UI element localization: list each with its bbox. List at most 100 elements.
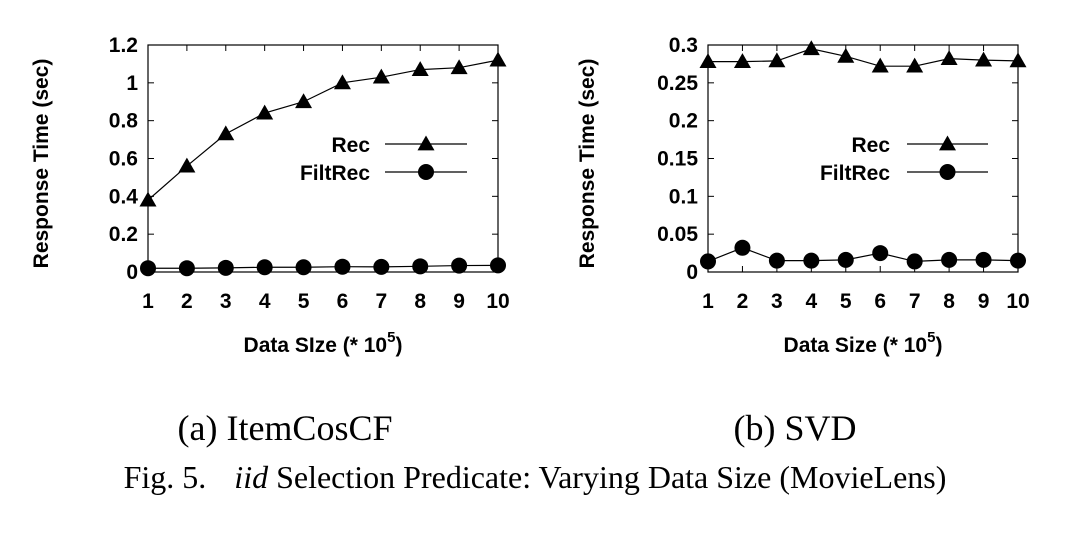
y-tick-label: 0 — [126, 261, 138, 284]
x-axis-label: Data Size (* 105) — [784, 329, 943, 357]
y-axis-label: Response Time (sec) — [30, 59, 53, 269]
data-point-rec — [768, 52, 786, 68]
x-tick-label: 7 — [375, 290, 387, 313]
y-tick-label: 0.6 — [109, 148, 138, 171]
data-point-rec — [139, 191, 157, 207]
data-point-filtrec — [906, 253, 923, 270]
data-point-filtrec — [178, 260, 195, 277]
x-axis-label-close: ) — [935, 334, 942, 357]
data-point-filtrec — [256, 259, 273, 276]
legend-marker-filtrec — [418, 164, 434, 180]
y-tick-label: 0 — [686, 261, 698, 284]
data-point-filtrec — [295, 259, 312, 276]
y-tick-label: 0.25 — [657, 72, 698, 95]
data-point-rec — [372, 68, 390, 84]
data-point-filtrec — [700, 253, 716, 270]
data-point-rec — [837, 47, 855, 63]
data-point-rec — [333, 74, 351, 90]
data-point-rec — [450, 59, 468, 75]
data-point-rec — [217, 125, 235, 141]
x-tick-label: 8 — [414, 290, 426, 313]
x-tick-label: 3 — [220, 290, 232, 313]
legend-label-filtrec: FiltRec — [300, 162, 370, 185]
data-point-rec — [489, 51, 507, 67]
series-line-filtrec — [148, 264, 499, 269]
legend-label-filtrec: FiltRec — [820, 162, 890, 185]
x-tick-label: 10 — [1006, 290, 1029, 313]
data-point-filtrec — [451, 257, 468, 274]
y-tick-label: 0.2 — [109, 223, 138, 246]
data-point-rec — [975, 51, 993, 67]
data-point-rec — [1009, 52, 1027, 68]
chart-item-cos-cf: 0 0.2 0.4 0.6 0.8 1 1.2 1 2 3 4 5 6 7 8 9 10 Data SIze (*… — [30, 34, 510, 357]
data-point-filtrec — [140, 260, 156, 277]
legend-marker-rec — [939, 135, 956, 151]
series-line-rec — [147, 59, 499, 201]
series-line-rec — [708, 48, 1019, 67]
x-tick-label: 1 — [702, 290, 714, 313]
x-tick-label: 3 — [771, 290, 783, 313]
data-point-filtrec — [412, 258, 429, 275]
data-point-filtrec — [334, 258, 351, 275]
y-tick-label: 0.3 — [669, 34, 698, 57]
y-tick-label: 1 — [126, 72, 138, 95]
x-tick-label: 6 — [874, 290, 886, 313]
data-point-rec — [733, 53, 751, 69]
x-tick-label: 9 — [453, 290, 465, 313]
x-tick-label: 6 — [337, 290, 349, 313]
data-point-filtrec — [373, 258, 390, 275]
legend-marker-filtrec — [939, 164, 956, 180]
y-axis-label: Response Time (sec) — [576, 59, 599, 269]
plot-frame — [147, 44, 499, 273]
subcaption-b: (b) SVD — [734, 408, 857, 448]
data-point-rec — [295, 93, 313, 109]
x-tick-label: 2 — [181, 290, 193, 313]
figure-caption-prefix: Fig. 5. — [124, 459, 207, 495]
data-point-rec — [940, 50, 958, 65]
figure-caption-italic: iid — [234, 459, 269, 495]
x-tick-label: 7 — [909, 290, 921, 313]
x-tick-label: 9 — [978, 290, 990, 313]
data-point-filtrec — [768, 252, 785, 269]
x-axis-label-exponent: 5 — [927, 329, 935, 346]
x-tick-label: 5 — [298, 290, 310, 313]
data-point-rec — [699, 53, 717, 69]
x-axis-label-text: Data Size (* 10 — [784, 334, 928, 357]
data-point-rec — [871, 57, 889, 73]
legend-label-rec: Rec — [331, 134, 370, 157]
x-tick-label: 8 — [943, 290, 955, 313]
data-point-filtrec — [941, 251, 958, 268]
data-point-filtrec — [975, 251, 992, 268]
data-point-rec — [178, 157, 196, 173]
legend-label-rec: Rec — [851, 134, 890, 157]
data-point-filtrec — [217, 259, 234, 276]
figure-caption-rest: Selection Predicate: Varying Data Size (… — [268, 459, 946, 495]
x-tick-label: 2 — [737, 290, 749, 313]
x-axis-label-text: Data SIze (* 10 — [244, 334, 388, 357]
data-point-rec — [256, 104, 274, 120]
y-tick-label: 0.2 — [669, 110, 698, 133]
plot-frame — [707, 44, 1019, 273]
x-tick-label: 5 — [840, 290, 852, 313]
y-tick-label: 0.1 — [669, 185, 699, 208]
y-tick-label: 0.8 — [109, 110, 139, 133]
x-tick-label: 1 — [142, 290, 154, 313]
x-axis-label-exponent: 5 — [387, 329, 395, 346]
data-point-rec — [802, 40, 820, 56]
figure-caption: Fig. 5. iid Selection Predicate: Varying … — [124, 459, 947, 495]
y-tick-label: 0.4 — [109, 185, 139, 208]
data-point-filtrec — [1010, 252, 1026, 269]
legend-marker-rec — [417, 135, 435, 151]
x-axis-label-close: ) — [395, 334, 402, 357]
data-point-filtrec — [490, 257, 506, 274]
x-tick-label: 10 — [486, 290, 509, 313]
data-point-rec — [411, 61, 429, 76]
y-tick-label: 0.15 — [657, 148, 698, 171]
subcaption-a: (a) ItemCosCF — [178, 408, 393, 448]
x-axis-label: Data SIze (* 105) — [244, 329, 403, 357]
data-point-filtrec — [872, 245, 889, 262]
x-tick-label: 4 — [259, 290, 271, 313]
y-tick-label: 0.05 — [657, 223, 698, 246]
